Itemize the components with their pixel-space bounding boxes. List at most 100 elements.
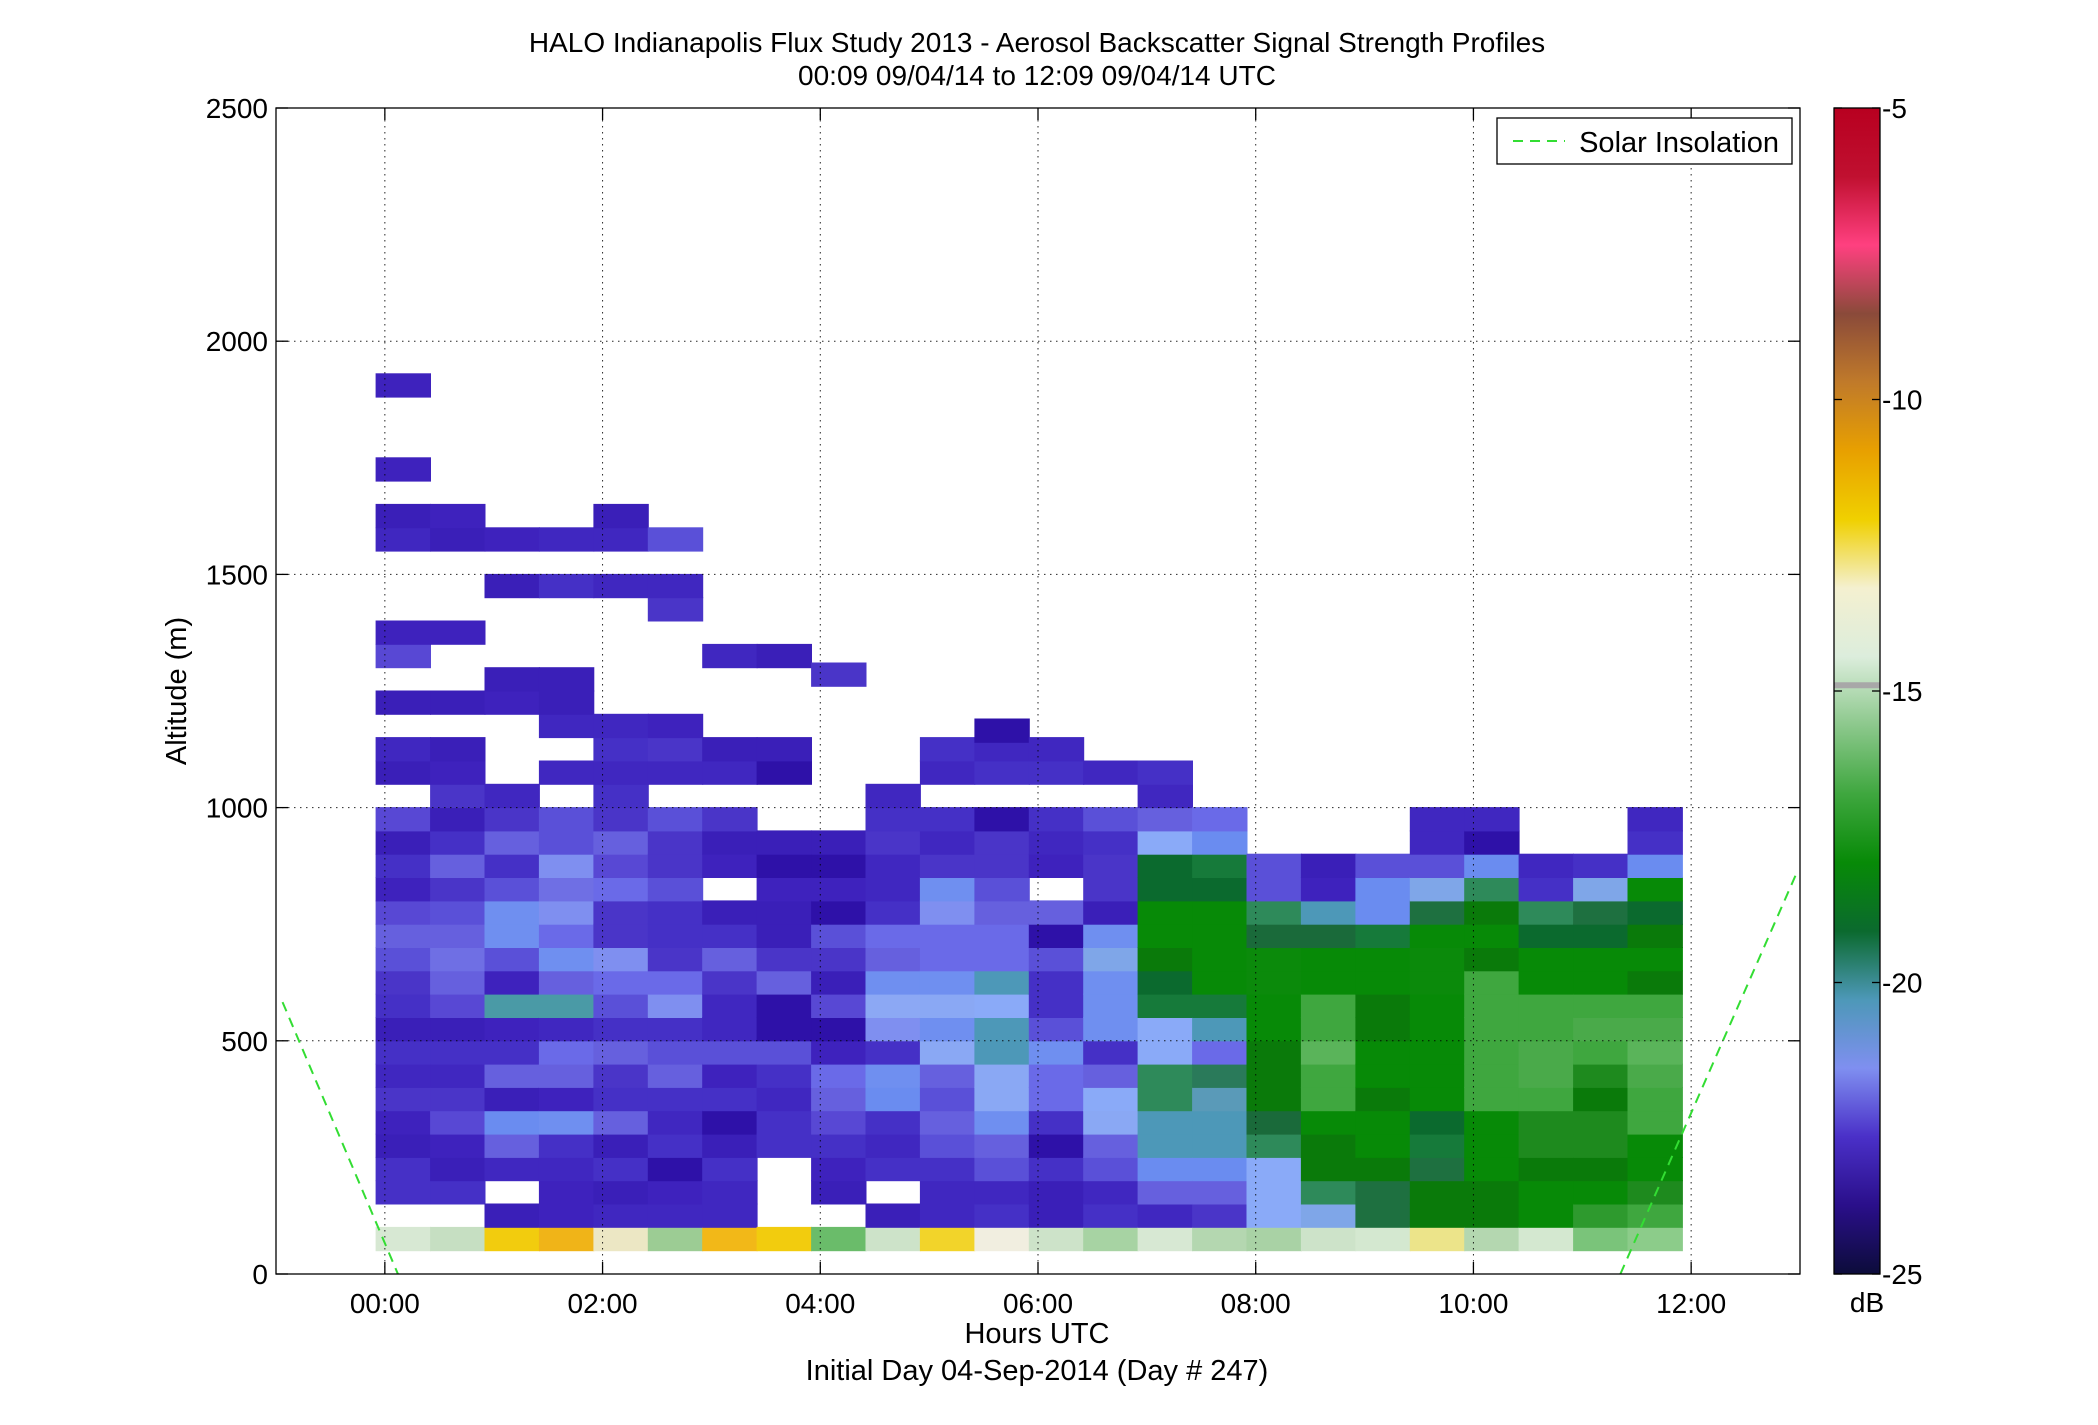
heatmap-cell-3-22 xyxy=(538,667,595,692)
heatmap-cell-4-8 xyxy=(593,1040,649,1065)
heatmap-cell-23-8 xyxy=(1627,1040,1683,1065)
heatmap-cell-7-12 xyxy=(756,877,812,902)
heatmap-cell-19-10 xyxy=(1409,993,1466,1018)
heatmap-cell-11-7 xyxy=(974,1063,1030,1088)
heatmap-cell-22-7 xyxy=(1573,1063,1629,1088)
heatmap-cell-15-0 xyxy=(1192,1226,1248,1252)
heatmap-cell-18-16 xyxy=(1355,853,1411,878)
heatmap-cell-8-15 xyxy=(811,853,867,878)
x-tick-label-02:00: 02:00 xyxy=(568,1288,638,1319)
heatmap-cell-7-14 xyxy=(756,830,812,855)
y-tick-label-500: 500 xyxy=(221,1026,268,1057)
heatmap-cell-1-16 xyxy=(430,830,486,855)
heatmap-cell-3-10 xyxy=(538,993,595,1018)
heatmap-cell-14-12 xyxy=(1137,947,1193,972)
heatmap-cell-0-11 xyxy=(375,947,431,972)
heatmap-cell-10-13 xyxy=(919,923,976,948)
heatmap-cell-4-14 xyxy=(593,900,649,925)
heatmap-cell-6-10 xyxy=(702,993,758,1018)
heatmap-cell-9-9 xyxy=(865,993,921,1018)
heatmap-cell-0-12 xyxy=(375,923,431,948)
heatmap-cell-20-13 xyxy=(1464,923,1520,948)
heatmap-cell-16-13 xyxy=(1246,923,1302,948)
heatmap-cell-5-24 xyxy=(647,527,704,552)
heatmap-cell-2-15 xyxy=(484,853,540,878)
heatmap-cell-6-0 xyxy=(702,1226,758,1252)
heatmap-cell-7-7 xyxy=(756,993,812,1018)
heatmap-cell-12-2 xyxy=(1028,1180,1085,1205)
heatmap-cell-4-13 xyxy=(593,923,649,948)
heatmap-cell-2-1 xyxy=(484,1203,540,1228)
heatmap-cell-9-1 xyxy=(865,1203,921,1228)
heatmap-cell-21-2 xyxy=(1518,1180,1574,1205)
heatmap-cell-23-12 xyxy=(1627,947,1683,972)
heatmap-cell-3-1 xyxy=(538,1203,595,1228)
heatmap-cell-0-7 xyxy=(375,1040,431,1065)
heatmap-cell-4-1 xyxy=(593,1203,649,1228)
heatmap-cell-12-12 xyxy=(1028,947,1085,972)
chart-subtitle: 00:09 09/04/14 to 12:09 09/04/14 UTC xyxy=(798,60,1276,91)
heatmap-cell-5-15 xyxy=(647,877,704,902)
heatmap-cell-11-13 xyxy=(974,923,1030,948)
heatmap-cell-4-17 xyxy=(593,830,649,855)
heatmap-cell-5-17 xyxy=(647,830,704,855)
heatmap-cell-12-15 xyxy=(1028,853,1085,878)
heatmap-cell-5-22 xyxy=(647,597,704,622)
heatmap-cell-6-20 xyxy=(702,643,758,669)
heatmap-cell-2-3 xyxy=(484,1133,540,1158)
heatmap-cell-18-3 xyxy=(1355,1156,1411,1182)
heatmap-cell-17-7 xyxy=(1300,1063,1357,1088)
heatmap-cell-17-2 xyxy=(1300,1180,1357,1205)
heatmap-cell-5-7 xyxy=(647,1063,704,1088)
heatmap-cell-12-3 xyxy=(1028,1156,1085,1182)
heatmap-cell-14-4 xyxy=(1137,1133,1193,1158)
heatmap-cell-16-0 xyxy=(1246,1226,1302,1252)
heatmap-cell-7-4 xyxy=(756,1063,812,1088)
heatmap-cell-19-8 xyxy=(1409,1040,1466,1065)
heatmap-cell-22-16 xyxy=(1573,853,1629,878)
heatmap-cell-21-8 xyxy=(1518,1040,1574,1065)
heatmap-cell-22-8 xyxy=(1573,1040,1629,1065)
heatmap-cell-20-9 xyxy=(1464,1017,1520,1042)
heatmap-cell-16-15 xyxy=(1246,877,1302,902)
heatmap-cell-13-5 xyxy=(1083,1110,1139,1135)
heatmap-cell-9-4 xyxy=(865,1110,921,1135)
heatmap-cell-19-4 xyxy=(1409,1133,1466,1158)
heatmap-cell-18-6 xyxy=(1355,1086,1411,1112)
colorbar-band xyxy=(1834,682,1880,689)
heatmap-cell-13-1 xyxy=(1083,1203,1139,1228)
heatmap-cell-1-8 xyxy=(430,1017,486,1042)
heatmap-cell-1-1 xyxy=(430,1180,486,1205)
colorbar-tick-label--25: -25 xyxy=(1882,1259,1922,1290)
legend-box xyxy=(1496,117,1793,165)
x-axis-label: Hours UTC xyxy=(964,1318,1109,1350)
heatmap-cell-9-5 xyxy=(865,1086,921,1112)
heatmap-cell-11-15 xyxy=(974,877,1030,902)
heatmap-cell-7-11 xyxy=(756,900,812,925)
heatmap-cell-14-18 xyxy=(1137,807,1193,832)
heatmap-cell-1-20 xyxy=(430,737,486,762)
heatmap-cell-5-0 xyxy=(647,1226,704,1252)
solar-insolation-line xyxy=(281,874,1797,1275)
heatmap-cell-9-3 xyxy=(865,1133,921,1158)
heatmap-cell-0-1 xyxy=(375,1180,431,1205)
heatmap-cell-20-1 xyxy=(1464,1203,1520,1228)
heatmap-cell-13-0 xyxy=(1083,1226,1139,1252)
legend-label-solar-insolation: Solar Insolation xyxy=(1579,127,1779,159)
heatmap-cell-23-6 xyxy=(1627,1086,1683,1112)
heatmap-cell-18-15 xyxy=(1355,877,1411,902)
heatmap-cell-3-7 xyxy=(538,1063,595,1088)
colorbar: -5 -10 -15 -20 -25 xyxy=(1833,93,1922,1290)
heatmap-cell-21-1 xyxy=(1518,1203,1574,1228)
heatmap-cell-16-9 xyxy=(1246,1017,1302,1042)
colorbar-tick-label--15: -15 xyxy=(1882,676,1922,707)
heatmap-cell-8-9 xyxy=(811,993,867,1018)
heatmap-cell-4-0 xyxy=(593,1226,649,1252)
heatmap-cell-20-7 xyxy=(1464,1063,1520,1088)
heatmap-cell-17-11 xyxy=(1300,970,1357,995)
heatmap-cell-1-22 xyxy=(430,620,486,645)
heatmap-cell-21-11 xyxy=(1518,970,1574,995)
heatmap-cell-23-16 xyxy=(1627,853,1683,878)
heatmap-cell-14-8 xyxy=(1137,1040,1193,1065)
heatmap-cell-12-5 xyxy=(1028,1110,1085,1135)
